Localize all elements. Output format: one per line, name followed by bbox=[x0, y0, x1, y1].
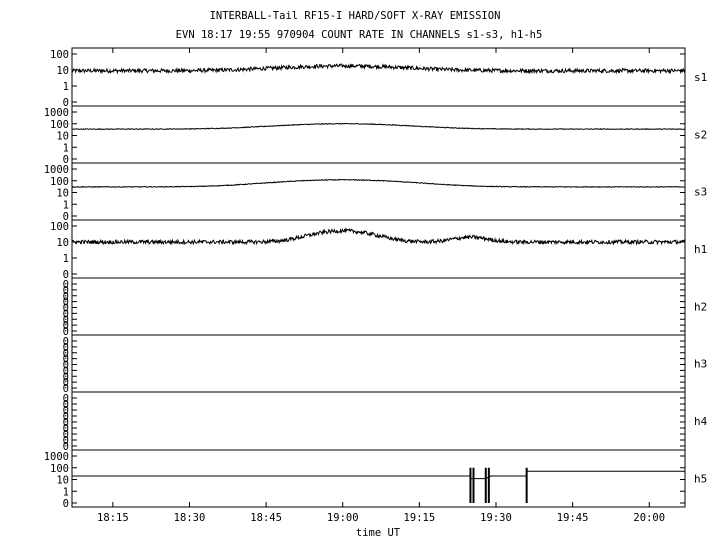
x-tick-label-6: 19:45 bbox=[557, 512, 589, 524]
y-tick-label-h4-2: 0 bbox=[63, 405, 69, 417]
y-tick-label-h3-3: 0 bbox=[63, 354, 69, 366]
y-tick-label-s1-0: 100 bbox=[50, 49, 69, 61]
y-tick-label-s3-4: 0 bbox=[63, 211, 69, 223]
y-tick-label-h5-1: 100 bbox=[50, 463, 69, 475]
y-tick-label-h5-2: 10 bbox=[56, 475, 69, 487]
y-tick-label-s2-1: 100 bbox=[50, 119, 69, 131]
panel-frame-h1 bbox=[71, 219, 686, 279]
chart-subtitle: EVN 18:17 19:55 970904 COUNT RATE IN CHA… bbox=[176, 29, 543, 41]
x-tick-label-1: 18:30 bbox=[174, 512, 206, 524]
y-tick-label-h4-0: 0 bbox=[63, 393, 69, 405]
panel-label-h5: h5 bbox=[694, 473, 707, 486]
series-line-h1 bbox=[71, 227, 686, 246]
y-tick-label-h3-2: 0 bbox=[63, 348, 69, 360]
y-tick-label-s2-0: 1000 bbox=[44, 107, 69, 119]
y-tick-label-s2-3: 1 bbox=[63, 142, 69, 154]
y-tick-label-h1-3: 0 bbox=[63, 269, 69, 281]
y-tick-label-s3-3: 1 bbox=[63, 199, 69, 211]
y-tick-label-h4-7: 0 bbox=[63, 435, 69, 447]
y-tick-label-h3-8: 0 bbox=[63, 383, 69, 395]
y-tick-label-h5-4: 0 bbox=[63, 498, 69, 510]
y-tick-label-h4-1: 0 bbox=[63, 399, 69, 411]
panel-frame-h5 bbox=[71, 449, 686, 508]
series-line-s1 bbox=[71, 63, 686, 75]
y-tick-label-h3-0: 0 bbox=[63, 336, 69, 348]
panel-frame-h3 bbox=[71, 334, 686, 393]
y-tick-label-h1-2: 1 bbox=[63, 253, 69, 265]
panel-label-h1: h1 bbox=[694, 243, 707, 256]
panel-frame-h4 bbox=[71, 391, 686, 451]
panel-label-h4: h4 bbox=[694, 415, 708, 428]
x-axis-label: time UT bbox=[356, 527, 401, 539]
y-tick-label-h4-3: 0 bbox=[63, 411, 69, 423]
y-tick-label-s3-2: 10 bbox=[56, 188, 69, 200]
series-line-s3 bbox=[71, 178, 686, 188]
panel-label-h2: h2 bbox=[694, 301, 707, 314]
y-tick-label-h2-1: 0 bbox=[63, 285, 69, 297]
y-tick-label-h4-6: 0 bbox=[63, 429, 69, 441]
panel-frame-s3 bbox=[71, 162, 686, 221]
panels-group: s11001010s210001001010s310001001010h1100… bbox=[44, 47, 708, 510]
x-tick-label-2: 18:45 bbox=[250, 512, 282, 524]
series-line-s2 bbox=[71, 122, 686, 131]
panel-label-s3: s3 bbox=[694, 186, 707, 199]
x-tick-label-7: 20:00 bbox=[633, 512, 665, 524]
y-tick-label-h3-6: 0 bbox=[63, 371, 69, 383]
y-tick-label-h1-1: 10 bbox=[56, 237, 69, 249]
y-tick-label-h2-0: 0 bbox=[63, 279, 69, 291]
y-tick-label-h3-7: 0 bbox=[63, 377, 69, 389]
x-tick-label-5: 19:30 bbox=[480, 512, 512, 524]
panel-frame-s1 bbox=[71, 47, 686, 107]
chart-title: INTERBALL-Tail RF15-I HARD/SOFT X-RAY EM… bbox=[210, 10, 501, 22]
y-tick-label-h2-8: 0 bbox=[63, 326, 69, 338]
y-tick-label-h5-3: 1 bbox=[63, 486, 69, 498]
y-tick-label-h4-8: 0 bbox=[63, 441, 69, 453]
y-tick-label-s1-1: 10 bbox=[56, 65, 69, 77]
y-tick-label-h3-4: 0 bbox=[63, 360, 69, 372]
x-tick-label-4: 19:15 bbox=[404, 512, 436, 524]
y-tick-label-h1-0: 100 bbox=[50, 221, 69, 233]
series-line-h5 bbox=[72, 470, 685, 480]
y-tick-label-h2-5: 0 bbox=[63, 308, 69, 320]
panel-label-s1: s1 bbox=[694, 71, 707, 84]
y-tick-label-s1-2: 1 bbox=[63, 81, 69, 93]
y-tick-label-h2-7: 0 bbox=[63, 320, 69, 332]
y-tick-label-h3-1: 0 bbox=[63, 342, 69, 354]
y-tick-label-h2-3: 0 bbox=[63, 297, 69, 309]
y-tick-label-h2-4: 0 bbox=[63, 303, 69, 315]
y-tick-label-h4-5: 0 bbox=[63, 423, 69, 435]
panel-label-h3: h3 bbox=[694, 358, 707, 371]
y-tick-label-h2-6: 0 bbox=[63, 314, 69, 326]
panel-frame-h2 bbox=[71, 277, 686, 336]
y-tick-label-s2-4: 0 bbox=[63, 154, 69, 166]
y-tick-label-s1-3: 0 bbox=[63, 97, 69, 109]
y-tick-label-h3-5: 0 bbox=[63, 365, 69, 377]
y-tick-label-s3-0: 1000 bbox=[44, 164, 69, 176]
y-tick-label-s2-2: 10 bbox=[56, 131, 69, 143]
x-axis: 18:15 18:30 18:45 19:00 19:15 19:30 19:45 20:00 bbox=[97, 48, 665, 524]
y-tick-label-s3-1: 100 bbox=[50, 176, 69, 188]
x-tick-label-0: 18:15 bbox=[97, 512, 129, 524]
x-tick-label-3: 19:00 bbox=[327, 512, 359, 524]
panel-label-s2: s2 bbox=[694, 129, 707, 142]
y-tick-label-h2-2: 0 bbox=[63, 291, 69, 303]
panel-frame-s2 bbox=[71, 105, 686, 164]
y-tick-label-h4-4: 0 bbox=[63, 417, 69, 429]
y-tick-label-h5-0: 1000 bbox=[44, 451, 69, 463]
